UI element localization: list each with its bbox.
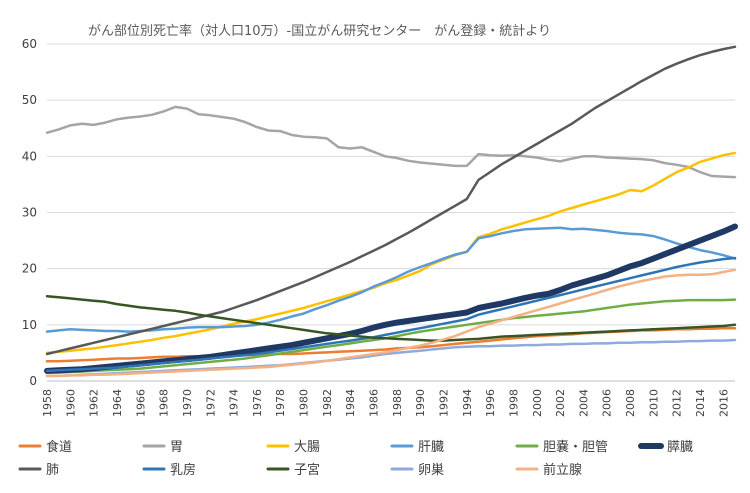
x-tick-label: 2002 [554, 389, 567, 417]
y-tick-label: 20 [22, 262, 37, 276]
y-tick-label: 50 [22, 93, 37, 107]
series-line-子宮 [45, 294, 737, 342]
legend-label: 胃 [170, 440, 183, 455]
x-tick-label: 1968 [158, 389, 171, 417]
legend-label: 胆嚢・胆管 [543, 439, 608, 455]
x-tick-label: 1978 [274, 389, 287, 417]
x-tick-label: 1980 [298, 389, 311, 417]
legend-label: 肺 [46, 463, 59, 478]
x-tick-label: 1958 [41, 389, 54, 417]
series-line-膵臓 [44, 223, 738, 374]
x-tick-label: 1984 [344, 389, 357, 417]
x-tick-label: 2010 [647, 389, 660, 417]
x-tick-label: 2004 [577, 389, 590, 417]
series-line-胆嚢・胆管 [45, 298, 737, 374]
y-tick-label: 0 [29, 374, 37, 388]
y-tick-label: 60 [22, 37, 37, 51]
chart-title: がん部位別死亡率（対人口10万）-国立がん研究センター がん登録・統計より [88, 23, 551, 39]
x-tick-label: 2000 [531, 389, 544, 417]
x-tick-label: 1988 [391, 389, 404, 417]
series-layer [44, 45, 738, 378]
x-tick-label: 1972 [204, 389, 217, 417]
x-tick-label: 2006 [601, 389, 614, 417]
x-axis: 1958 1960 1962 1964 1966 1968 1970 1972 1974 1976… [41, 389, 730, 417]
x-tick-label: 1976 [251, 389, 264, 417]
legend: 食道 胃 大腸 肝臓 胆嚢・胆管 膵臓肺 乳房 子宮 卵巣 前立腺 [18, 439, 693, 478]
legend-label: 膵臓 [667, 440, 693, 455]
series-line-肺 [45, 45, 737, 356]
x-tick-label: 1962 [88, 389, 101, 417]
y-tick-label: 10 [22, 318, 37, 332]
x-tick-label: 1960 [64, 389, 77, 417]
x-tick-label: 2016 [717, 389, 730, 417]
x-tick-label: 1974 [228, 389, 241, 417]
series-line-乳房 [45, 256, 737, 373]
series-line-胃 [45, 105, 737, 179]
legend-label: 乳房 [170, 462, 196, 478]
x-tick-label: 1992 [437, 389, 450, 417]
series-line-肝臓 [45, 226, 737, 333]
y-tick-label: 40 [22, 149, 37, 163]
x-tick-label: 2014 [694, 389, 707, 417]
x-tick-label: 1964 [111, 389, 124, 417]
y-tick-label: 30 [22, 206, 37, 220]
series-line-大腸 [45, 151, 737, 355]
legend-label: 食道 [46, 439, 72, 455]
x-tick-label: 1986 [368, 389, 381, 417]
x-tick-label: 1996 [484, 389, 497, 417]
legend-label: 前立腺 [543, 462, 582, 478]
x-tick-label: 1966 [134, 389, 147, 417]
y-axis: 0 10 20 30 40 50 60 [22, 37, 37, 388]
x-tick-label: 1982 [321, 389, 334, 417]
legend-label: 卵巣 [418, 463, 444, 478]
x-tick-label: 2008 [624, 389, 637, 417]
x-tick-label: 1990 [414, 389, 427, 417]
x-tick-label: 2012 [671, 389, 684, 417]
x-tick-label: 1998 [507, 389, 520, 417]
series-line-前立腺 [45, 268, 737, 378]
legend-label: 大腸 [294, 440, 320, 455]
legend-label: 肝臓 [418, 440, 444, 455]
x-tick-label: 1994 [461, 389, 474, 417]
x-tick-label: 1970 [181, 389, 194, 417]
legend-label: 子宮 [294, 462, 320, 478]
